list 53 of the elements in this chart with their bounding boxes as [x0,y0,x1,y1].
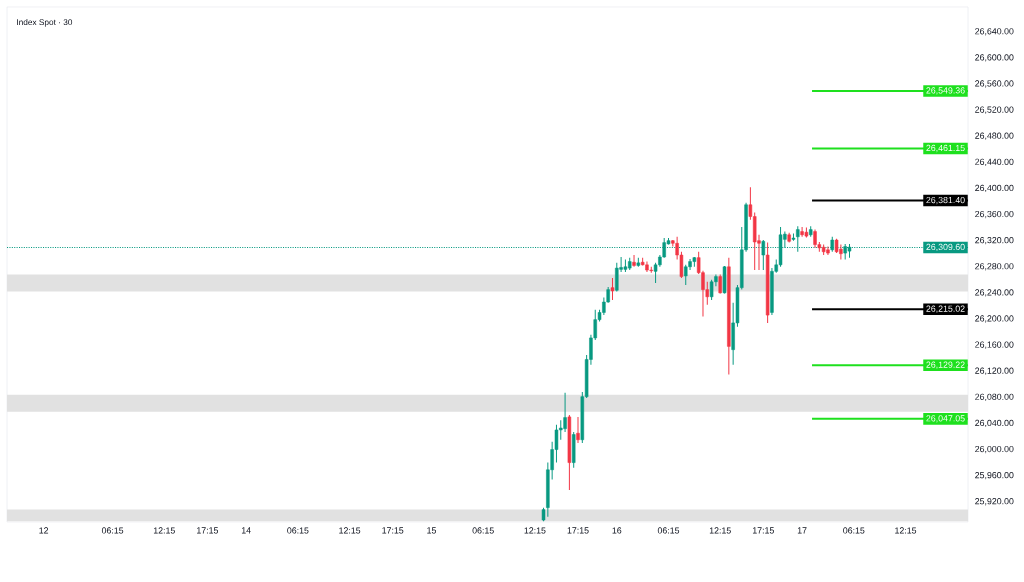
ref-line-label: 26,381.40 [926,196,965,205]
y-tick-label: 26,360.00 [975,210,1014,219]
ref-line-label: 26,309.60 [926,243,965,252]
x-tick-label: 06:15 [472,527,494,534]
x-tick-label: 12:15 [153,527,175,534]
y-tick-label: 26,040.00 [975,419,1014,428]
y-tick-label: 25,960.00 [975,472,1014,480]
x-tick-label: 06:15 [657,527,680,534]
candlestick [563,392,567,433]
x-tick-label: 12:15 [524,527,546,534]
x-tick-label: 06:15 [101,527,124,534]
y-tick-label: 26,440.00 [975,158,1014,166]
x-tick-label: 06:15 [287,527,309,534]
ref-line-label: 26,215.02 [926,305,965,313]
y-tick-label: 26,080.00 [975,393,1014,401]
y-tick-label: 26,200.00 [975,315,1014,323]
candlestick [576,416,580,444]
x-tick-label: 12:15 [339,527,361,534]
y-tick-label: 26,000.00 [975,445,1014,454]
x-tick-label: 06:15 [843,527,865,534]
candlestick [709,279,714,301]
y-tick-label: 26,280.00 [975,263,1014,271]
y-tick-label: 26,320.00 [975,237,1014,245]
ref-line-label: 26,047.05 [926,415,965,423]
y-tick-label: 25,920.00 [975,498,1014,506]
x-tick-label: 14 [241,527,251,534]
candlestick [718,274,722,295]
y-tick-label: 26,120.00 [975,367,1014,375]
x-tick-label: 12:15 [709,527,731,534]
x-tick-label: 17:15 [567,527,589,534]
x-tick-label: 12:15 [895,527,917,534]
candlestick [813,229,817,249]
x-tick-label: 16 [612,527,622,534]
y-tick-label: 26,240.00 [975,289,1014,297]
y-tick-label: 26,600.00 [975,54,1014,62]
candlestick [632,254,636,268]
ref-line-label: 26,129.22 [926,361,965,369]
x-tick-label: 12 [39,527,49,534]
y-tick-label: 26,480.00 [975,132,1014,140]
ref-line-label: 26,461.15 [926,144,965,153]
y-tick-label: 26,400.00 [975,184,1014,193]
y-tick-label: 26,640.00 [975,28,1014,36]
x-tick-label: 17:15 [382,527,404,534]
text: Index Spot · 30 [17,19,73,27]
x-tick-label: 17 [797,527,807,534]
candlestick [610,277,615,301]
x-tick-label: 15 [427,527,436,534]
x-tick-label: 17:15 [197,527,219,534]
x-tick-label: 17:15 [752,527,774,534]
y-tick-label: 26,160.00 [975,341,1014,349]
y-tick-label: 26,560.00 [975,80,1014,88]
ref-line-label: 26,549.36 [926,87,965,95]
y-tick-label: 26,520.00 [975,106,1014,114]
